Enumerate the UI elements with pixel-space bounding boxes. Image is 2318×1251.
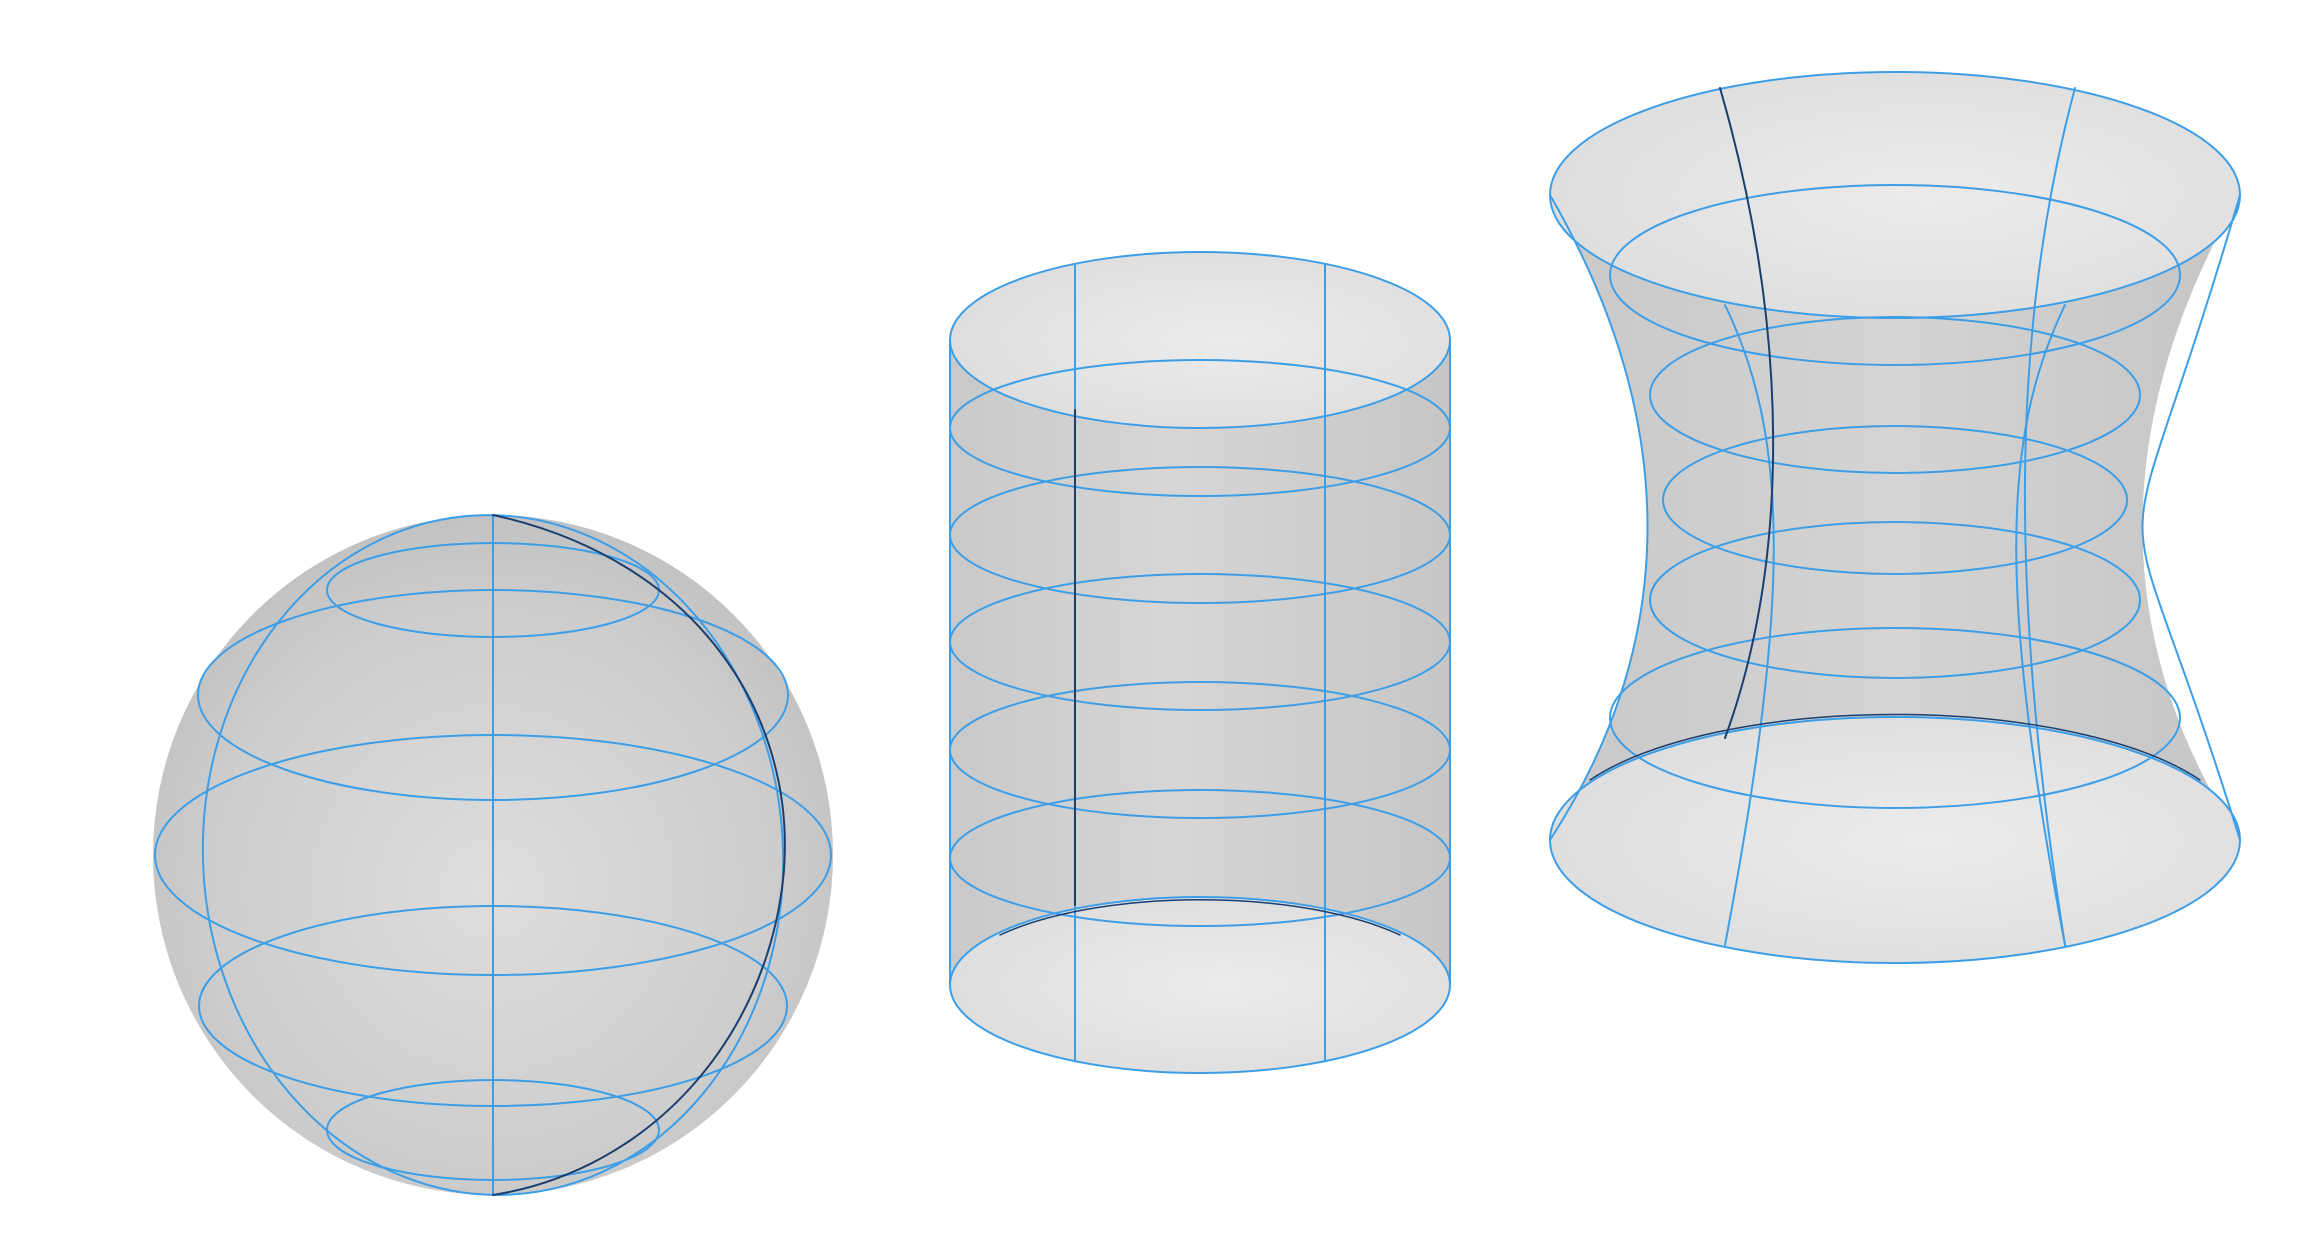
hyperboloid-bottom-cap <box>1550 717 2240 963</box>
cylinder-top-cap <box>950 252 1450 428</box>
sphere <box>153 500 833 1209</box>
hyperboloid-top-cap <box>1550 72 2240 318</box>
cylinder <box>950 252 1450 1073</box>
hyperboloid <box>1550 72 2240 963</box>
cylinder-bottom-cap <box>950 897 1450 1073</box>
